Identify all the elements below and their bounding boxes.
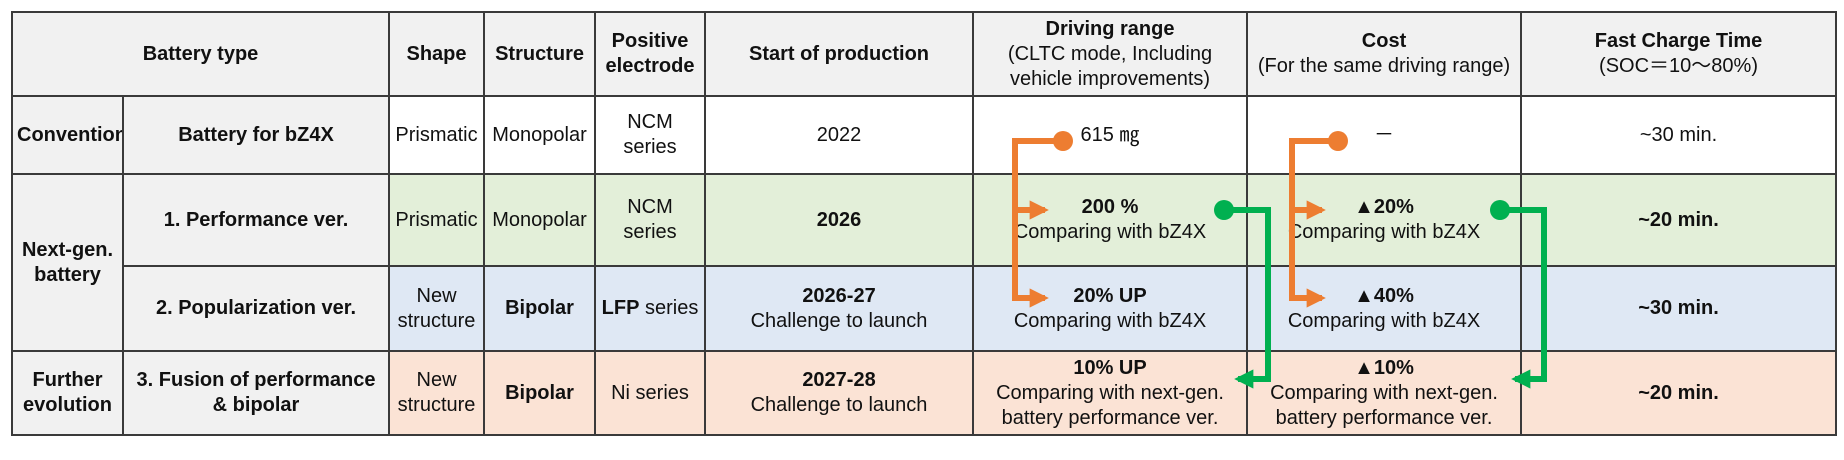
battery-comparison-table: Battery type Shape Structure Positive el… (10, 11, 1838, 436)
shape-cell: Prismatic (388, 95, 486, 175)
structure-cell: Bipolar (483, 350, 597, 436)
electrode-text: NCM series (623, 196, 677, 243)
header-driving-range-note: (CLTC mode, Including vehicle improvemen… (1007, 42, 1213, 90)
cost-cell: － (1246, 95, 1523, 175)
structure-cell: Monopolar (483, 173, 597, 267)
electrode-cell: NCM series (594, 95, 707, 175)
header-fast-charge-note: (SOC＝10～80%) (1599, 55, 1758, 77)
table-row: Further evolution 3. Fusion of performan… (11, 350, 1838, 436)
header-fast-charge: Fast Charge Time (SOC＝10～80%) (1520, 11, 1838, 97)
range-cell: 200 % Comparing with bZ4X (972, 173, 1249, 267)
electrode-cell: LFP series (594, 265, 707, 352)
header-structure: Structure (483, 11, 597, 97)
header-fast-charge-title: Fast Charge Time (1594, 30, 1763, 52)
cost-value: ▲20% (1354, 196, 1414, 218)
electrode-text: NCM series (623, 111, 677, 158)
header-start-of-production: Start of production (704, 11, 975, 97)
shape-cell: New structure (388, 350, 486, 436)
sop-value: 2026-27 (802, 284, 876, 307)
cost-value: － (1374, 123, 1395, 146)
header-driving-range-title: Driving range (1045, 17, 1175, 40)
table-row: Conventional Battery for bZ4X Prismatic … (11, 95, 1838, 175)
header-battery-type: Battery type (10, 11, 391, 97)
cost-note-2: battery performance ver. (1275, 406, 1493, 429)
cost-cell: ▲10% Comparing with next-gen. battery perf… (1246, 350, 1523, 436)
charge-cell: ~30 min. (1520, 95, 1838, 175)
range-value: 200 % (1081, 196, 1139, 218)
header-cost: Cost (For the same driving range) (1246, 11, 1523, 97)
header-positive-electrode: Positive electrode (594, 11, 707, 97)
range-note: Comparing with next-gen. (996, 381, 1224, 404)
structure-cell: Monopolar (483, 95, 597, 175)
header-cost-title: Cost (1361, 30, 1407, 52)
range-note: Comparing with bZ4X (1013, 221, 1207, 243)
range-value: 10% UP (1073, 356, 1147, 379)
sop-cell: 2026 (704, 173, 975, 267)
cost-note: Comparing with bZ4X (1287, 309, 1481, 332)
range-cell: 20% UP Comparing with bZ4X (972, 265, 1249, 352)
cost-note: Comparing with next-gen. (1270, 381, 1498, 404)
battery-name: 3. Fusion of performance & bipolar (121, 350, 391, 436)
shape-cell: Prismatic (388, 173, 486, 267)
electrode-cell: NCM series (594, 173, 707, 267)
cost-note: Comparing with bZ4X (1287, 221, 1481, 243)
cost-value: ▲10% (1354, 356, 1414, 379)
cost-cell: ▲40% Comparing with bZ4X (1246, 265, 1523, 352)
sop-value: 2027-28 (802, 369, 876, 391)
range-note: Comparing with bZ4X (1013, 309, 1207, 332)
cost-cell: ▲20% Comparing with bZ4X (1246, 173, 1523, 267)
range-cell: 10% UP Comparing with next-gen. battery pe… (972, 350, 1249, 436)
charge-cell: ~20 min. (1520, 350, 1838, 436)
sop-value: 2026 (816, 208, 862, 231)
structure-cell: Bipolar (483, 265, 597, 352)
battery-name: 1. Performance ver. (121, 173, 391, 267)
header-driving-range: Driving range (CLTC mode, Including vehi… (972, 11, 1249, 97)
battery-name: 2. Popularization ver. (121, 265, 391, 352)
sop-cell: 2027-28 Challenge to launch (704, 350, 975, 436)
group-further-evolution: Further evolution (11, 350, 124, 436)
charge-cell: ~30 min. (1520, 265, 1838, 352)
sop-value: 2022 (816, 123, 862, 146)
range-value: 20% UP (1073, 284, 1147, 307)
electrode-text: Ni series (611, 381, 689, 404)
header-shape: Shape (388, 11, 486, 97)
table-row: 2. Popularization ver. New structure Bip… (12, 265, 1838, 352)
electrode-text: series (639, 297, 699, 319)
sop-cell: 2026-27 Challenge to launch (704, 265, 975, 352)
battery-name: Battery for bZ4X (121, 95, 391, 175)
electrode-bold: LFP (601, 297, 640, 319)
sop-cell: 2022 (704, 95, 975, 175)
range-value: 615 ㎎ (1080, 123, 1140, 146)
charge-cell: ~20 min. (1520, 173, 1838, 267)
sop-note: Challenge to launch (750, 309, 928, 332)
group-next-gen: Next-gen. battery (11, 173, 124, 352)
cost-value: ▲40% (1354, 284, 1414, 307)
table-row: Next-gen. battery 1. Performance ver. Pr… (11, 173, 1838, 352)
group-conventional: Conventional (11, 95, 124, 175)
header-cost-note: (For the same driving range) (1257, 55, 1511, 77)
sop-note: Challenge to launch (750, 394, 928, 416)
range-cell: 615 ㎎ (972, 95, 1249, 175)
range-note-2: battery performance ver. (1001, 406, 1219, 429)
electrode-cell: Ni series (594, 350, 707, 436)
shape-cell: New structure (388, 265, 486, 352)
header-row: Battery type Shape Structure Positive el… (10, 11, 1838, 97)
